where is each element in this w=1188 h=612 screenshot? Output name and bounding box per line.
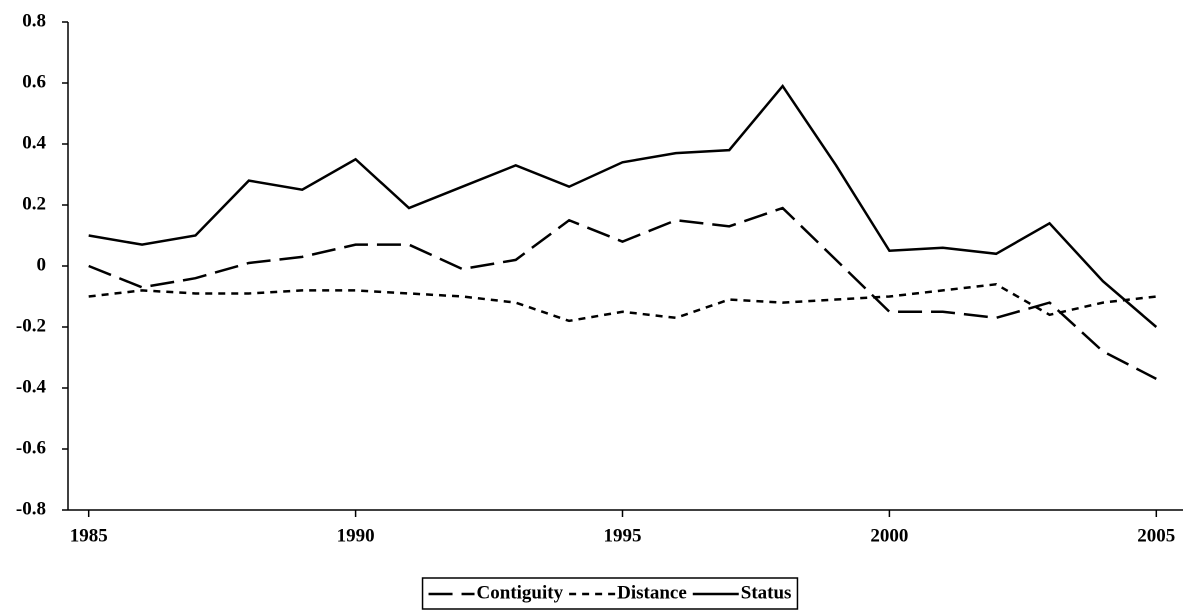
x-tick-label: 2000 [870, 525, 908, 546]
series-line [88, 206, 1157, 380]
y-tick-label: 0.2 [22, 193, 46, 214]
series-line [88, 283, 1157, 323]
legend-label: Contiguity [477, 582, 564, 603]
x-tick-label: 1985 [70, 525, 108, 546]
x-tick-label: 1995 [604, 525, 642, 546]
y-tick-label: 0.6 [22, 71, 46, 92]
y-tick-label: 0.4 [22, 132, 46, 153]
series-line [88, 83, 1158, 328]
y-tick-label: -0.4 [16, 376, 47, 397]
y-tick-label: -0.2 [16, 315, 46, 336]
y-tick-label: -0.6 [16, 437, 46, 458]
y-tick-label: 0.8 [22, 10, 46, 31]
legend-label: Status [741, 582, 792, 603]
x-tick-label: 2005 [1137, 525, 1175, 546]
x-tick-label: 1990 [337, 525, 375, 546]
y-tick-label: 0 [37, 254, 47, 275]
legend-label: Distance [617, 582, 687, 603]
y-tick-label: -0.8 [16, 498, 46, 519]
